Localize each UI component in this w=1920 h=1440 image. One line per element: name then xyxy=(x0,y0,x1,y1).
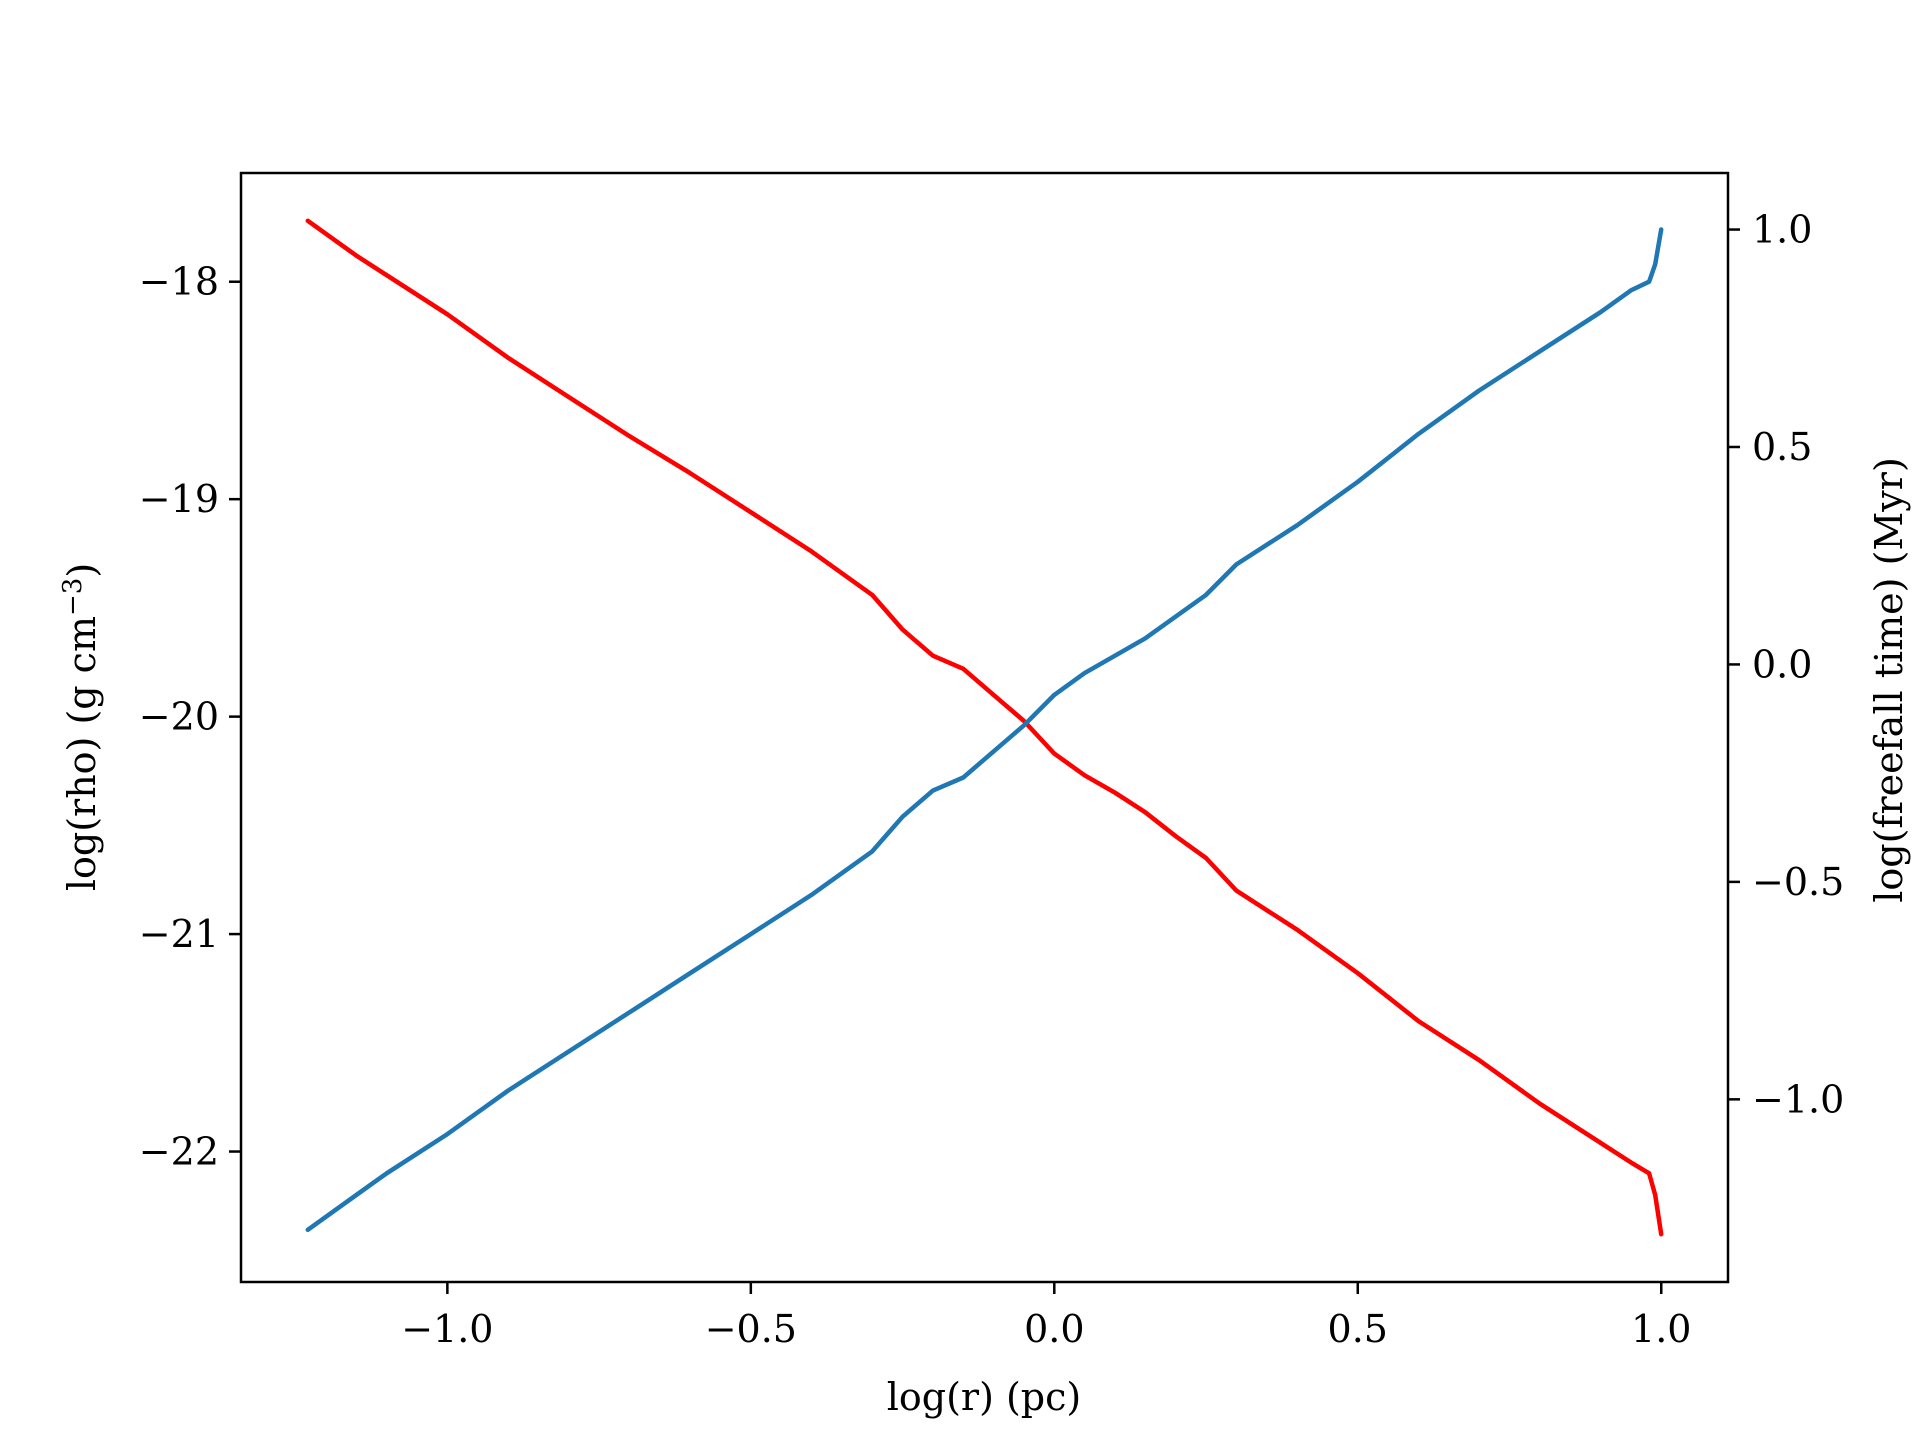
y-axis-left-label-exponent: −3 xyxy=(58,578,88,616)
y-right-tick-label: −0.5 xyxy=(1752,860,1844,904)
y-left-tick-label: −20 xyxy=(139,695,219,739)
x-axis-label: log(r) (pc) xyxy=(887,1375,1082,1419)
y-axis-left-label-main: log(rho) (g cm xyxy=(60,616,104,891)
x-tick-label: 0.0 xyxy=(1024,1307,1084,1351)
x-axis: −1.0 −0.5 0.0 0.5 1.0 xyxy=(401,1282,1691,1351)
y-left-tick-label: −18 xyxy=(139,260,219,304)
plot-frame xyxy=(239,171,1730,1284)
series-line-1 xyxy=(305,218,1664,1237)
y-axis-left: −22 −21 −20 −19 −18 xyxy=(139,260,241,1174)
x-tick-label: 1.0 xyxy=(1631,1307,1691,1351)
y-left-tick-label: −22 xyxy=(139,1130,219,1174)
y-axis-right-label: log(freefall time) (Myr) xyxy=(1867,457,1911,903)
series-line-2 xyxy=(305,227,1664,1233)
x-tick-label: 0.5 xyxy=(1328,1307,1388,1351)
y-left-tick-label: −21 xyxy=(139,912,219,956)
y-left-tick-label: −19 xyxy=(139,477,219,521)
y-axis-left-label-close: ) xyxy=(60,563,104,578)
y-axis-right: −1.0 −0.5 0.0 0.5 1.0 xyxy=(1728,208,1844,1121)
y-right-tick-label: 0.5 xyxy=(1752,425,1812,469)
x-tick-label: −0.5 xyxy=(705,1307,797,1351)
x-tick-label: −1.0 xyxy=(401,1307,493,1351)
series-layer xyxy=(305,218,1664,1237)
y-right-tick-label: 1.0 xyxy=(1752,208,1812,252)
y-axis-left-label: log(rho) (g cm−3) xyxy=(58,563,104,891)
y-right-tick-label: 0.0 xyxy=(1752,642,1812,686)
y-right-tick-label: −1.0 xyxy=(1752,1077,1844,1121)
